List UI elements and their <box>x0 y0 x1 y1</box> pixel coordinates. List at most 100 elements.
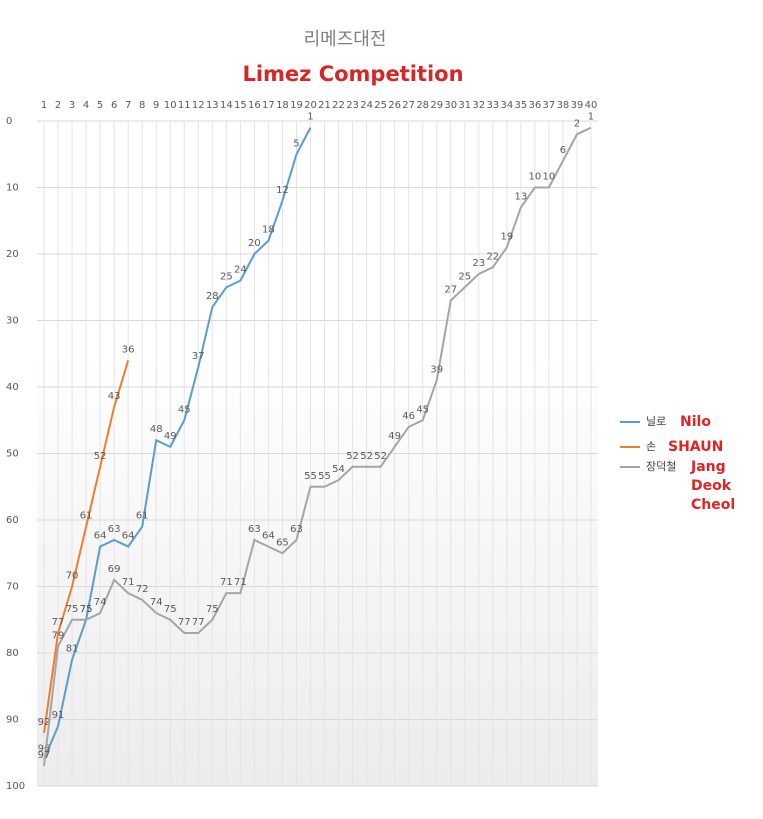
x-tick-label: 6 <box>111 100 117 111</box>
x-tick-label: 8 <box>139 100 145 111</box>
y-tick-label: 30 <box>6 316 19 327</box>
data-label: 2 <box>574 118 580 129</box>
data-label: 52 <box>94 451 107 462</box>
data-label: 12 <box>276 185 289 196</box>
data-label: 55 <box>304 471 317 482</box>
x-tick-label: 29 <box>430 100 443 111</box>
x-tick-label: 31 <box>458 100 471 111</box>
data-label: 74 <box>150 597 163 608</box>
x-tick-label: 4 <box>83 100 89 111</box>
x-tick-label: 23 <box>346 100 359 111</box>
x-tick-label: 38 <box>557 100 570 111</box>
data-label: 24 <box>234 265 247 276</box>
legend-annotation: Cheol <box>691 497 735 513</box>
data-label: 64 <box>122 531 135 542</box>
data-label: 49 <box>388 431 401 442</box>
data-label: 64 <box>94 531 107 542</box>
data-label: 63 <box>108 524 121 535</box>
data-label: 25 <box>220 271 233 282</box>
x-tick-label: 34 <box>500 100 513 111</box>
x-tick-label: 37 <box>543 100 556 111</box>
data-label: 61 <box>80 511 93 522</box>
series-line <box>43 360 130 733</box>
data-label: 81 <box>66 644 79 655</box>
x-tick-label: 26 <box>388 100 401 111</box>
data-label: 52 <box>374 451 387 462</box>
x-tick-label: 20 <box>304 100 317 111</box>
data-label: 79 <box>52 630 65 641</box>
x-tick-label: 13 <box>206 100 219 111</box>
data-label: 65 <box>276 537 289 548</box>
data-label: 75 <box>66 604 79 615</box>
y-tick-label: 60 <box>6 515 19 526</box>
x-tick-label: 14 <box>220 100 233 111</box>
x-tick-label: 27 <box>402 100 415 111</box>
x-tick-label: 39 <box>571 100 584 111</box>
data-label: 61 <box>136 511 149 522</box>
data-label: 46 <box>402 411 415 422</box>
data-label: 1 <box>307 112 313 123</box>
chart-title: 리메즈대전 <box>304 29 387 50</box>
data-label: 54 <box>332 464 345 475</box>
data-label: 39 <box>430 364 443 375</box>
x-tick-label: 15 <box>234 100 247 111</box>
data-label: 75 <box>164 604 177 615</box>
x-tick-label: 40 <box>585 100 598 111</box>
y-tick-label: 40 <box>6 382 19 393</box>
x-tick-label: 30 <box>444 100 457 111</box>
legend-label: 닐로 <box>646 415 666 428</box>
x-tick-label: 24 <box>360 100 373 111</box>
data-label: 23 <box>472 258 485 269</box>
series-line <box>43 126 592 767</box>
data-label: 52 <box>360 451 373 462</box>
x-tick-label: 19 <box>290 100 303 111</box>
data-label: 70 <box>66 571 79 582</box>
data-label: 25 <box>458 271 471 282</box>
y-tick-label: 20 <box>6 249 19 260</box>
x-tick-label: 35 <box>514 100 527 111</box>
x-tick-label: 36 <box>529 100 542 111</box>
data-label: 97 <box>38 750 51 761</box>
data-label: 20 <box>248 238 261 249</box>
data-label: 75 <box>206 604 219 615</box>
x-tick-label: 2 <box>55 100 61 111</box>
data-label: 22 <box>486 251 499 262</box>
chart-subtitle: Limez Competition <box>242 62 463 86</box>
y-tick-label: 90 <box>6 715 19 726</box>
x-tick-label: 5 <box>97 100 103 111</box>
data-label: 72 <box>136 584 149 595</box>
data-label: 64 <box>262 531 275 542</box>
data-label: 71 <box>220 577 233 588</box>
x-tick-label: 33 <box>486 100 499 111</box>
data-label: 45 <box>416 404 429 415</box>
data-label: 77 <box>178 617 191 628</box>
data-label: 27 <box>444 285 457 296</box>
data-label: 28 <box>206 291 219 302</box>
legend-annotation: Jang <box>690 459 726 475</box>
data-label: 6 <box>560 145 566 156</box>
legend-label: 손 <box>646 440 656 453</box>
data-label: 37 <box>192 351 205 362</box>
x-tick-label: 12 <box>192 100 205 111</box>
data-label: 1 <box>588 112 594 123</box>
data-label: 96 <box>38 743 51 754</box>
legend-annotation: Deok <box>691 478 732 494</box>
data-label: 74 <box>94 597 107 608</box>
data-label: 71 <box>234 577 247 588</box>
x-tick-label: 16 <box>248 100 261 111</box>
data-label: 43 <box>108 391 121 402</box>
data-label: 45 <box>178 404 191 415</box>
data-label: 77 <box>192 617 205 628</box>
data-label: 10 <box>529 172 542 183</box>
data-label: 63 <box>290 524 303 535</box>
y-tick-label: 10 <box>6 183 19 194</box>
data-label: 19 <box>500 231 513 242</box>
y-tick-label: 50 <box>6 449 19 460</box>
data-label: 36 <box>122 344 135 355</box>
data-label: 52 <box>346 451 359 462</box>
data-label: 75 <box>80 604 93 615</box>
data-label: 13 <box>514 191 527 202</box>
data-label: 49 <box>164 431 177 442</box>
x-tick-label: 18 <box>276 100 289 111</box>
